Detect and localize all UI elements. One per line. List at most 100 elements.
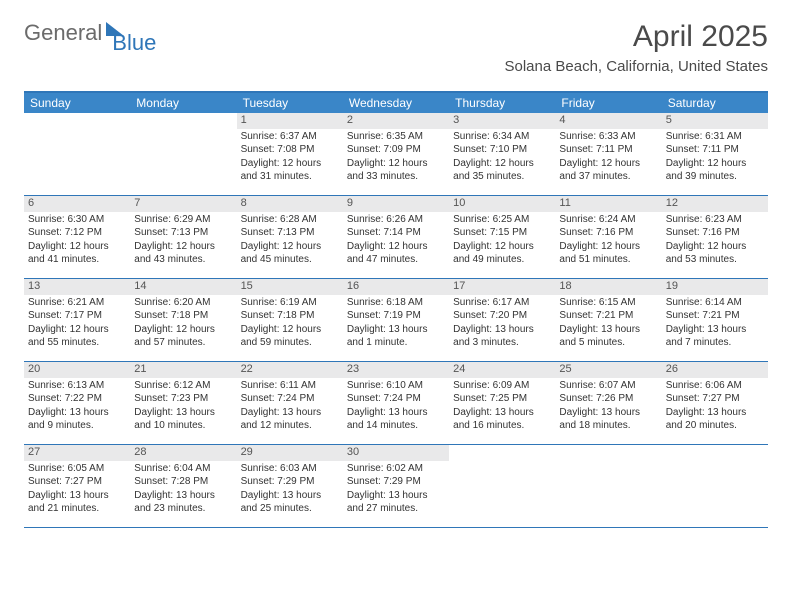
day-day2: and 59 minutes. [241, 337, 339, 350]
day-sunrise: Sunrise: 6:10 AM [347, 380, 445, 393]
day-cell: 28Sunrise: 6:04 AMSunset: 7:28 PMDayligh… [130, 445, 236, 527]
day-day2: and 1 minute. [347, 337, 445, 350]
day-cell: 14Sunrise: 6:20 AMSunset: 7:18 PMDayligh… [130, 279, 236, 361]
day-sunrise: Sunrise: 6:04 AM [134, 463, 232, 476]
day-number: 1 [237, 113, 343, 129]
day-sunrise: Sunrise: 6:09 AM [453, 380, 551, 393]
day-cell: 7Sunrise: 6:29 AMSunset: 7:13 PMDaylight… [130, 196, 236, 278]
day-sunrise: Sunrise: 6:23 AM [666, 214, 764, 227]
day-cell: 12Sunrise: 6:23 AMSunset: 7:16 PMDayligh… [662, 196, 768, 278]
day-cell: 24Sunrise: 6:09 AMSunset: 7:25 PMDayligh… [449, 362, 555, 444]
day-day1: Daylight: 12 hours [134, 241, 232, 254]
day-day1: Daylight: 12 hours [559, 241, 657, 254]
day-sunrise: Sunrise: 6:07 AM [559, 380, 657, 393]
day-sunset: Sunset: 7:21 PM [666, 310, 764, 323]
day-sunset: Sunset: 7:19 PM [347, 310, 445, 323]
day-day1: Daylight: 13 hours [347, 407, 445, 420]
weekday-label: Sunday [24, 93, 130, 113]
day-sunset: Sunset: 7:27 PM [28, 476, 126, 489]
day-day2: and 7 minutes. [666, 337, 764, 350]
day-day1: Daylight: 13 hours [241, 490, 339, 503]
day-day1: Daylight: 13 hours [453, 324, 551, 337]
day-sunrise: Sunrise: 6:35 AM [347, 131, 445, 144]
day-cell: 23Sunrise: 6:10 AMSunset: 7:24 PMDayligh… [343, 362, 449, 444]
day-number: 26 [662, 362, 768, 378]
day-number: 17 [449, 279, 555, 295]
day-day2: and 21 minutes. [28, 503, 126, 516]
day-day2: and 35 minutes. [453, 171, 551, 184]
day-day1: Daylight: 12 hours [241, 241, 339, 254]
day-sunrise: Sunrise: 6:30 AM [28, 214, 126, 227]
day-number: 22 [237, 362, 343, 378]
day-cell: 10Sunrise: 6:25 AMSunset: 7:15 PMDayligh… [449, 196, 555, 278]
day-cell: 5Sunrise: 6:31 AMSunset: 7:11 PMDaylight… [662, 113, 768, 195]
day-day1: Daylight: 13 hours [28, 407, 126, 420]
day-cell: 2Sunrise: 6:35 AMSunset: 7:09 PMDaylight… [343, 113, 449, 195]
day-cell: 15Sunrise: 6:19 AMSunset: 7:18 PMDayligh… [237, 279, 343, 361]
day-sunset: Sunset: 7:16 PM [559, 227, 657, 240]
day-sunset: Sunset: 7:18 PM [134, 310, 232, 323]
day-sunrise: Sunrise: 6:15 AM [559, 297, 657, 310]
day-sunrise: Sunrise: 6:21 AM [28, 297, 126, 310]
day-cell: 8Sunrise: 6:28 AMSunset: 7:13 PMDaylight… [237, 196, 343, 278]
day-day2: and 12 minutes. [241, 420, 339, 433]
day-sunset: Sunset: 7:08 PM [241, 144, 339, 157]
day-sunrise: Sunrise: 6:06 AM [666, 380, 764, 393]
day-day1: Daylight: 13 hours [453, 407, 551, 420]
day-cell: 26Sunrise: 6:06 AMSunset: 7:27 PMDayligh… [662, 362, 768, 444]
weekday-label: Wednesday [343, 93, 449, 113]
day-day1: Daylight: 13 hours [559, 324, 657, 337]
weekday-label: Tuesday [237, 93, 343, 113]
day-sunset: Sunset: 7:16 PM [666, 227, 764, 240]
day-day1: Daylight: 13 hours [347, 490, 445, 503]
day-day2: and 5 minutes. [559, 337, 657, 350]
day-number: 27 [24, 445, 130, 461]
day-day1: Daylight: 12 hours [134, 324, 232, 337]
day-number: 18 [555, 279, 661, 295]
day-sunset: Sunset: 7:13 PM [241, 227, 339, 240]
day-day2: and 53 minutes. [666, 254, 764, 267]
day-number: 28 [130, 445, 236, 461]
day-number: 11 [555, 196, 661, 212]
weekday-header: SundayMondayTuesdayWednesdayThursdayFrid… [24, 93, 768, 113]
day-day2: and 10 minutes. [134, 420, 232, 433]
day-sunset: Sunset: 7:24 PM [347, 393, 445, 406]
day-day1: Daylight: 13 hours [134, 490, 232, 503]
day-sunset: Sunset: 7:20 PM [453, 310, 551, 323]
day-number: 6 [24, 196, 130, 212]
day-day2: and 33 minutes. [347, 171, 445, 184]
day-sunset: Sunset: 7:24 PM [241, 393, 339, 406]
day-number: 3 [449, 113, 555, 129]
month-title: April 2025 [505, 20, 769, 54]
day-sunrise: Sunrise: 6:19 AM [241, 297, 339, 310]
day-sunset: Sunset: 7:25 PM [453, 393, 551, 406]
day-cell: 1Sunrise: 6:37 AMSunset: 7:08 PMDaylight… [237, 113, 343, 195]
day-sunrise: Sunrise: 6:03 AM [241, 463, 339, 476]
day-cell: 27Sunrise: 6:05 AMSunset: 7:27 PMDayligh… [24, 445, 130, 527]
day-sunset: Sunset: 7:15 PM [453, 227, 551, 240]
weekday-label: Saturday [662, 93, 768, 113]
weekday-label: Friday [555, 93, 661, 113]
day-day2: and 55 minutes. [28, 337, 126, 350]
day-day2: and 37 minutes. [559, 171, 657, 184]
day-cell: 20Sunrise: 6:13 AMSunset: 7:22 PMDayligh… [24, 362, 130, 444]
day-number: 25 [555, 362, 661, 378]
day-sunrise: Sunrise: 6:26 AM [347, 214, 445, 227]
day-cell-empty [662, 445, 768, 527]
day-sunrise: Sunrise: 6:02 AM [347, 463, 445, 476]
day-number: 20 [24, 362, 130, 378]
day-day1: Daylight: 12 hours [666, 241, 764, 254]
day-day1: Daylight: 13 hours [666, 324, 764, 337]
day-cell: 11Sunrise: 6:24 AMSunset: 7:16 PMDayligh… [555, 196, 661, 278]
logo-word-general: General [24, 20, 102, 46]
day-day2: and 27 minutes. [347, 503, 445, 516]
day-day2: and 9 minutes. [28, 420, 126, 433]
day-day2: and 18 minutes. [559, 420, 657, 433]
day-day1: Daylight: 12 hours [666, 158, 764, 171]
day-day1: Daylight: 13 hours [134, 407, 232, 420]
day-cell: 13Sunrise: 6:21 AMSunset: 7:17 PMDayligh… [24, 279, 130, 361]
day-day2: and 14 minutes. [347, 420, 445, 433]
logo-word-blue: Blue [112, 30, 156, 56]
day-sunset: Sunset: 7:22 PM [28, 393, 126, 406]
day-day1: Daylight: 12 hours [28, 324, 126, 337]
